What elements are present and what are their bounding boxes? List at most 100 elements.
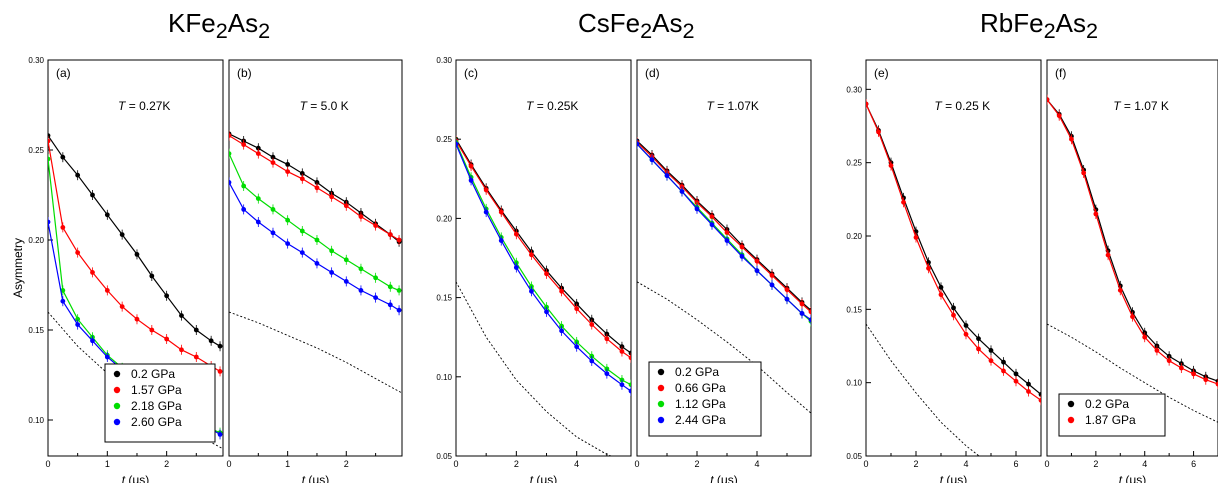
fit-line: [866, 103, 1041, 401]
data-point: [396, 237, 402, 243]
data-point: [628, 350, 631, 356]
data-point: [75, 316, 81, 322]
data-point: [784, 296, 790, 302]
data-point: [1038, 397, 1041, 403]
data-point: [104, 354, 110, 360]
legend-marker: [113, 370, 121, 378]
data-point: [255, 219, 261, 225]
data-point: [387, 232, 393, 238]
x-axis-label-variable: t: [710, 473, 714, 483]
data-point: [963, 331, 969, 337]
data-point: [938, 284, 944, 290]
fit-line: [637, 143, 811, 321]
data-point: [48, 138, 51, 144]
data-point: [938, 292, 944, 298]
data-point: [589, 322, 595, 327]
temperature-annotation: T = 1.07 K: [1113, 99, 1169, 113]
data-point: [314, 261, 320, 266]
fit-line: [456, 142, 631, 386]
data-point: [241, 207, 247, 212]
plot-content: [866, 99, 1041, 456]
data-point: [270, 207, 276, 212]
data-point: [75, 172, 81, 178]
x-axis-label-variable: t: [122, 473, 126, 483]
data-point: [285, 169, 291, 175]
x-axis-label-variable: t: [940, 473, 944, 483]
data-point: [358, 288, 364, 293]
data-point: [1001, 359, 1006, 365]
temperature-annotation: T = 0.25 K: [934, 99, 990, 113]
x-tick-label: 4: [754, 459, 759, 469]
data-point: [754, 268, 760, 274]
panel-frame: [636, 59, 812, 457]
fit-line: [456, 140, 631, 359]
temperature-value: = 1.07 K: [1121, 99, 1169, 113]
x-tick-label: 0: [45, 459, 50, 469]
x-axis-label: t (μs): [710, 473, 738, 483]
figure-title-csfe2as2: CsFe2As2: [578, 8, 695, 44]
x-tick-label: 0: [863, 459, 868, 469]
plot-content: [1047, 94, 1218, 423]
chart-panel-1: 0 1 2 t (μs) (b) T = 5.0 K: [226, 59, 403, 483]
legend: 0.2 GPa 1.57 GPa 2.18 GPa 2.60 GPa: [104, 363, 216, 443]
data-point: [329, 270, 335, 275]
data-point: [149, 327, 155, 333]
data-point: [119, 232, 125, 238]
data-point: [544, 309, 549, 315]
data-point: [619, 349, 625, 354]
panel-frame: [865, 59, 1042, 457]
data-point: [48, 133, 51, 138]
y-tick-label: 0.30: [28, 56, 44, 65]
x-tick-label: 2: [164, 459, 169, 469]
legend-entry-label: 2.18 GPa: [131, 399, 182, 413]
temperature-annotation: T = 5.0 K: [300, 99, 349, 113]
data-point: [1117, 287, 1123, 293]
legend-box: [1058, 393, 1166, 437]
data-point: [229, 180, 232, 185]
fit-line: [866, 103, 1041, 395]
data-point: [48, 156, 51, 162]
x-tick-label: 2: [913, 459, 918, 469]
data-point: [1081, 170, 1087, 176]
panel-label: (a): [56, 66, 71, 80]
legend-marker: [1067, 400, 1075, 408]
legend-entry-label: 1.12 GPa: [675, 397, 726, 411]
data-point: [179, 347, 184, 353]
data-point: [754, 258, 760, 264]
legend-marker: [113, 386, 121, 394]
data-point: [149, 273, 155, 279]
data-point: [913, 235, 919, 240]
data-point: [1038, 392, 1041, 397]
data-point: [951, 312, 956, 318]
temperature-value: = 0.25 K: [942, 99, 990, 113]
data-point: [193, 327, 199, 333]
y-tick-label: 0.25: [436, 135, 452, 144]
data-point: [217, 369, 223, 374]
legend-entry-label: 1.87 GPa: [1085, 413, 1136, 427]
legend: 0.2 GPa 1.87 GPa: [1058, 393, 1166, 437]
y-tick-label: 0.10: [436, 373, 452, 382]
chart-panel-2: 0 2 4 0.05 0.10 0.15 0.20 0.25 0.30 t (μs) (c) T = …: [436, 56, 632, 483]
panel-label: (e): [874, 66, 889, 80]
data-point: [179, 313, 184, 318]
data-point: [358, 266, 364, 272]
data-point: [888, 163, 894, 169]
data-point: [724, 230, 730, 236]
data-point: [270, 230, 276, 236]
x-axis-label-unit: (μs): [1122, 473, 1146, 483]
x-tick-label: 0: [1044, 459, 1049, 469]
legend-marker: [113, 418, 121, 426]
data-point: [1142, 334, 1148, 340]
y-tick-label: 0.15: [28, 326, 44, 335]
data-point: [299, 176, 305, 182]
data-point: [217, 432, 223, 437]
reference-curve: [456, 281, 613, 456]
data-point: [628, 382, 631, 388]
data-point: [679, 189, 685, 194]
legend-box: [104, 363, 216, 443]
y-tick-label: 0.10: [28, 416, 44, 425]
data-point: [373, 275, 379, 281]
x-tick-label: 1: [105, 459, 110, 469]
plot-content: [456, 134, 631, 456]
